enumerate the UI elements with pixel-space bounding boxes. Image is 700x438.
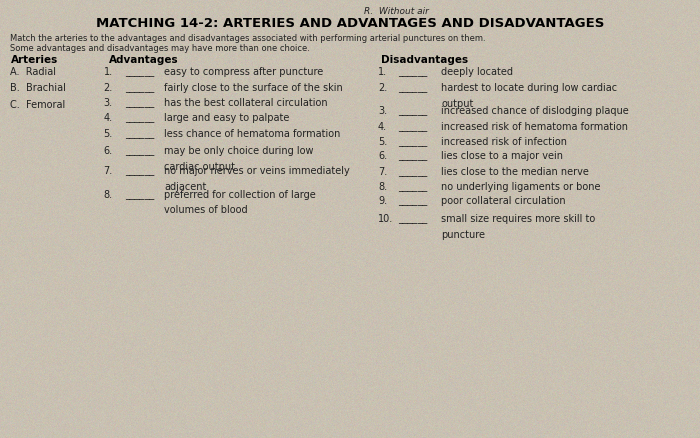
- Text: 9.: 9.: [378, 196, 387, 206]
- Text: ______: ______: [125, 189, 154, 199]
- Text: B.  Brachial: B. Brachial: [10, 83, 66, 93]
- Text: 2.: 2.: [104, 82, 113, 92]
- Text: less chance of hematoma formation: less chance of hematoma formation: [164, 129, 341, 139]
- Text: 1.: 1.: [378, 67, 387, 77]
- Text: 6.: 6.: [104, 145, 113, 155]
- Text: ______: ______: [398, 67, 427, 77]
- Text: poor collateral circulation: poor collateral circulation: [441, 196, 566, 206]
- Text: R.  Without air: R. Without air: [364, 7, 429, 16]
- Text: easy to compress after puncture: easy to compress after puncture: [164, 67, 323, 77]
- Text: ______: ______: [398, 122, 427, 132]
- Text: 3.: 3.: [378, 106, 387, 116]
- Text: ______: ______: [125, 67, 154, 77]
- Text: ______: ______: [398, 137, 427, 147]
- Text: ______: ______: [125, 145, 154, 155]
- Text: puncture: puncture: [441, 230, 485, 240]
- Text: 7.: 7.: [378, 166, 387, 177]
- Text: ______: ______: [125, 82, 154, 92]
- Text: Some advantages and disadvantages may have more than one choice.: Some advantages and disadvantages may ha…: [10, 44, 310, 53]
- Text: ______: ______: [125, 129, 154, 139]
- Text: cardiac output: cardiac output: [164, 161, 235, 171]
- Text: 2.: 2.: [378, 83, 387, 93]
- Text: large and easy to palpate: large and easy to palpate: [164, 113, 290, 123]
- Text: 6.: 6.: [378, 151, 387, 161]
- Text: 8.: 8.: [104, 189, 113, 199]
- Text: ______: ______: [398, 83, 427, 93]
- Text: Advantages: Advantages: [108, 55, 178, 65]
- Text: 8.: 8.: [378, 181, 387, 191]
- Text: 3.: 3.: [104, 98, 113, 108]
- Text: Arteries: Arteries: [10, 55, 57, 65]
- Text: increased risk of infection: increased risk of infection: [441, 137, 567, 147]
- Text: increased chance of dislodging plaque: increased chance of dislodging plaque: [441, 106, 629, 116]
- Text: preferred for collection of large: preferred for collection of large: [164, 189, 316, 199]
- Text: C.  Femoral: C. Femoral: [10, 100, 66, 110]
- Text: lies close to a major vein: lies close to a major vein: [441, 151, 563, 161]
- Text: Disadvantages: Disadvantages: [382, 55, 468, 65]
- Text: volumes of blood: volumes of blood: [164, 205, 248, 215]
- Text: ______: ______: [125, 166, 154, 176]
- Text: lies close to the median nerve: lies close to the median nerve: [441, 166, 589, 177]
- Text: has the best collateral circulation: has the best collateral circulation: [164, 98, 328, 108]
- Text: ______: ______: [398, 214, 427, 224]
- Text: ______: ______: [398, 166, 427, 177]
- Text: 4.: 4.: [104, 113, 113, 123]
- Text: 5.: 5.: [378, 137, 387, 147]
- Text: ______: ______: [398, 196, 427, 206]
- Text: 4.: 4.: [378, 122, 387, 132]
- Text: increased risk of hematoma formation: increased risk of hematoma formation: [441, 122, 628, 132]
- Text: no underlying ligaments or bone: no underlying ligaments or bone: [441, 181, 601, 191]
- Text: ______: ______: [125, 98, 154, 108]
- Text: adjacent: adjacent: [164, 181, 207, 191]
- Text: Match the arteries to the advantages and disadvantages associated with performin: Match the arteries to the advantages and…: [10, 34, 486, 43]
- Text: A.  Radial: A. Radial: [10, 67, 57, 77]
- Text: hardest to locate during low cardiac: hardest to locate during low cardiac: [441, 83, 617, 93]
- Text: fairly close to the surface of the skin: fairly close to the surface of the skin: [164, 82, 343, 92]
- Text: output: output: [441, 99, 473, 109]
- Text: no major nerves or veins immediately: no major nerves or veins immediately: [164, 166, 350, 176]
- Text: ______: ______: [398, 181, 427, 191]
- Text: 1.: 1.: [104, 67, 113, 77]
- Text: deeply located: deeply located: [441, 67, 513, 77]
- Text: may be only choice during low: may be only choice during low: [164, 145, 314, 155]
- Text: 5.: 5.: [104, 129, 113, 139]
- Text: MATCHING 14-2: ARTERIES AND ADVANTAGES AND DISADVANTAGES: MATCHING 14-2: ARTERIES AND ADVANTAGES A…: [96, 17, 604, 30]
- Text: 7.: 7.: [104, 166, 113, 176]
- Text: ______: ______: [125, 113, 154, 123]
- Text: ______: ______: [398, 151, 427, 161]
- Text: ______: ______: [398, 106, 427, 116]
- Text: 10.: 10.: [378, 214, 393, 224]
- Text: small size requires more skill to: small size requires more skill to: [441, 214, 595, 224]
